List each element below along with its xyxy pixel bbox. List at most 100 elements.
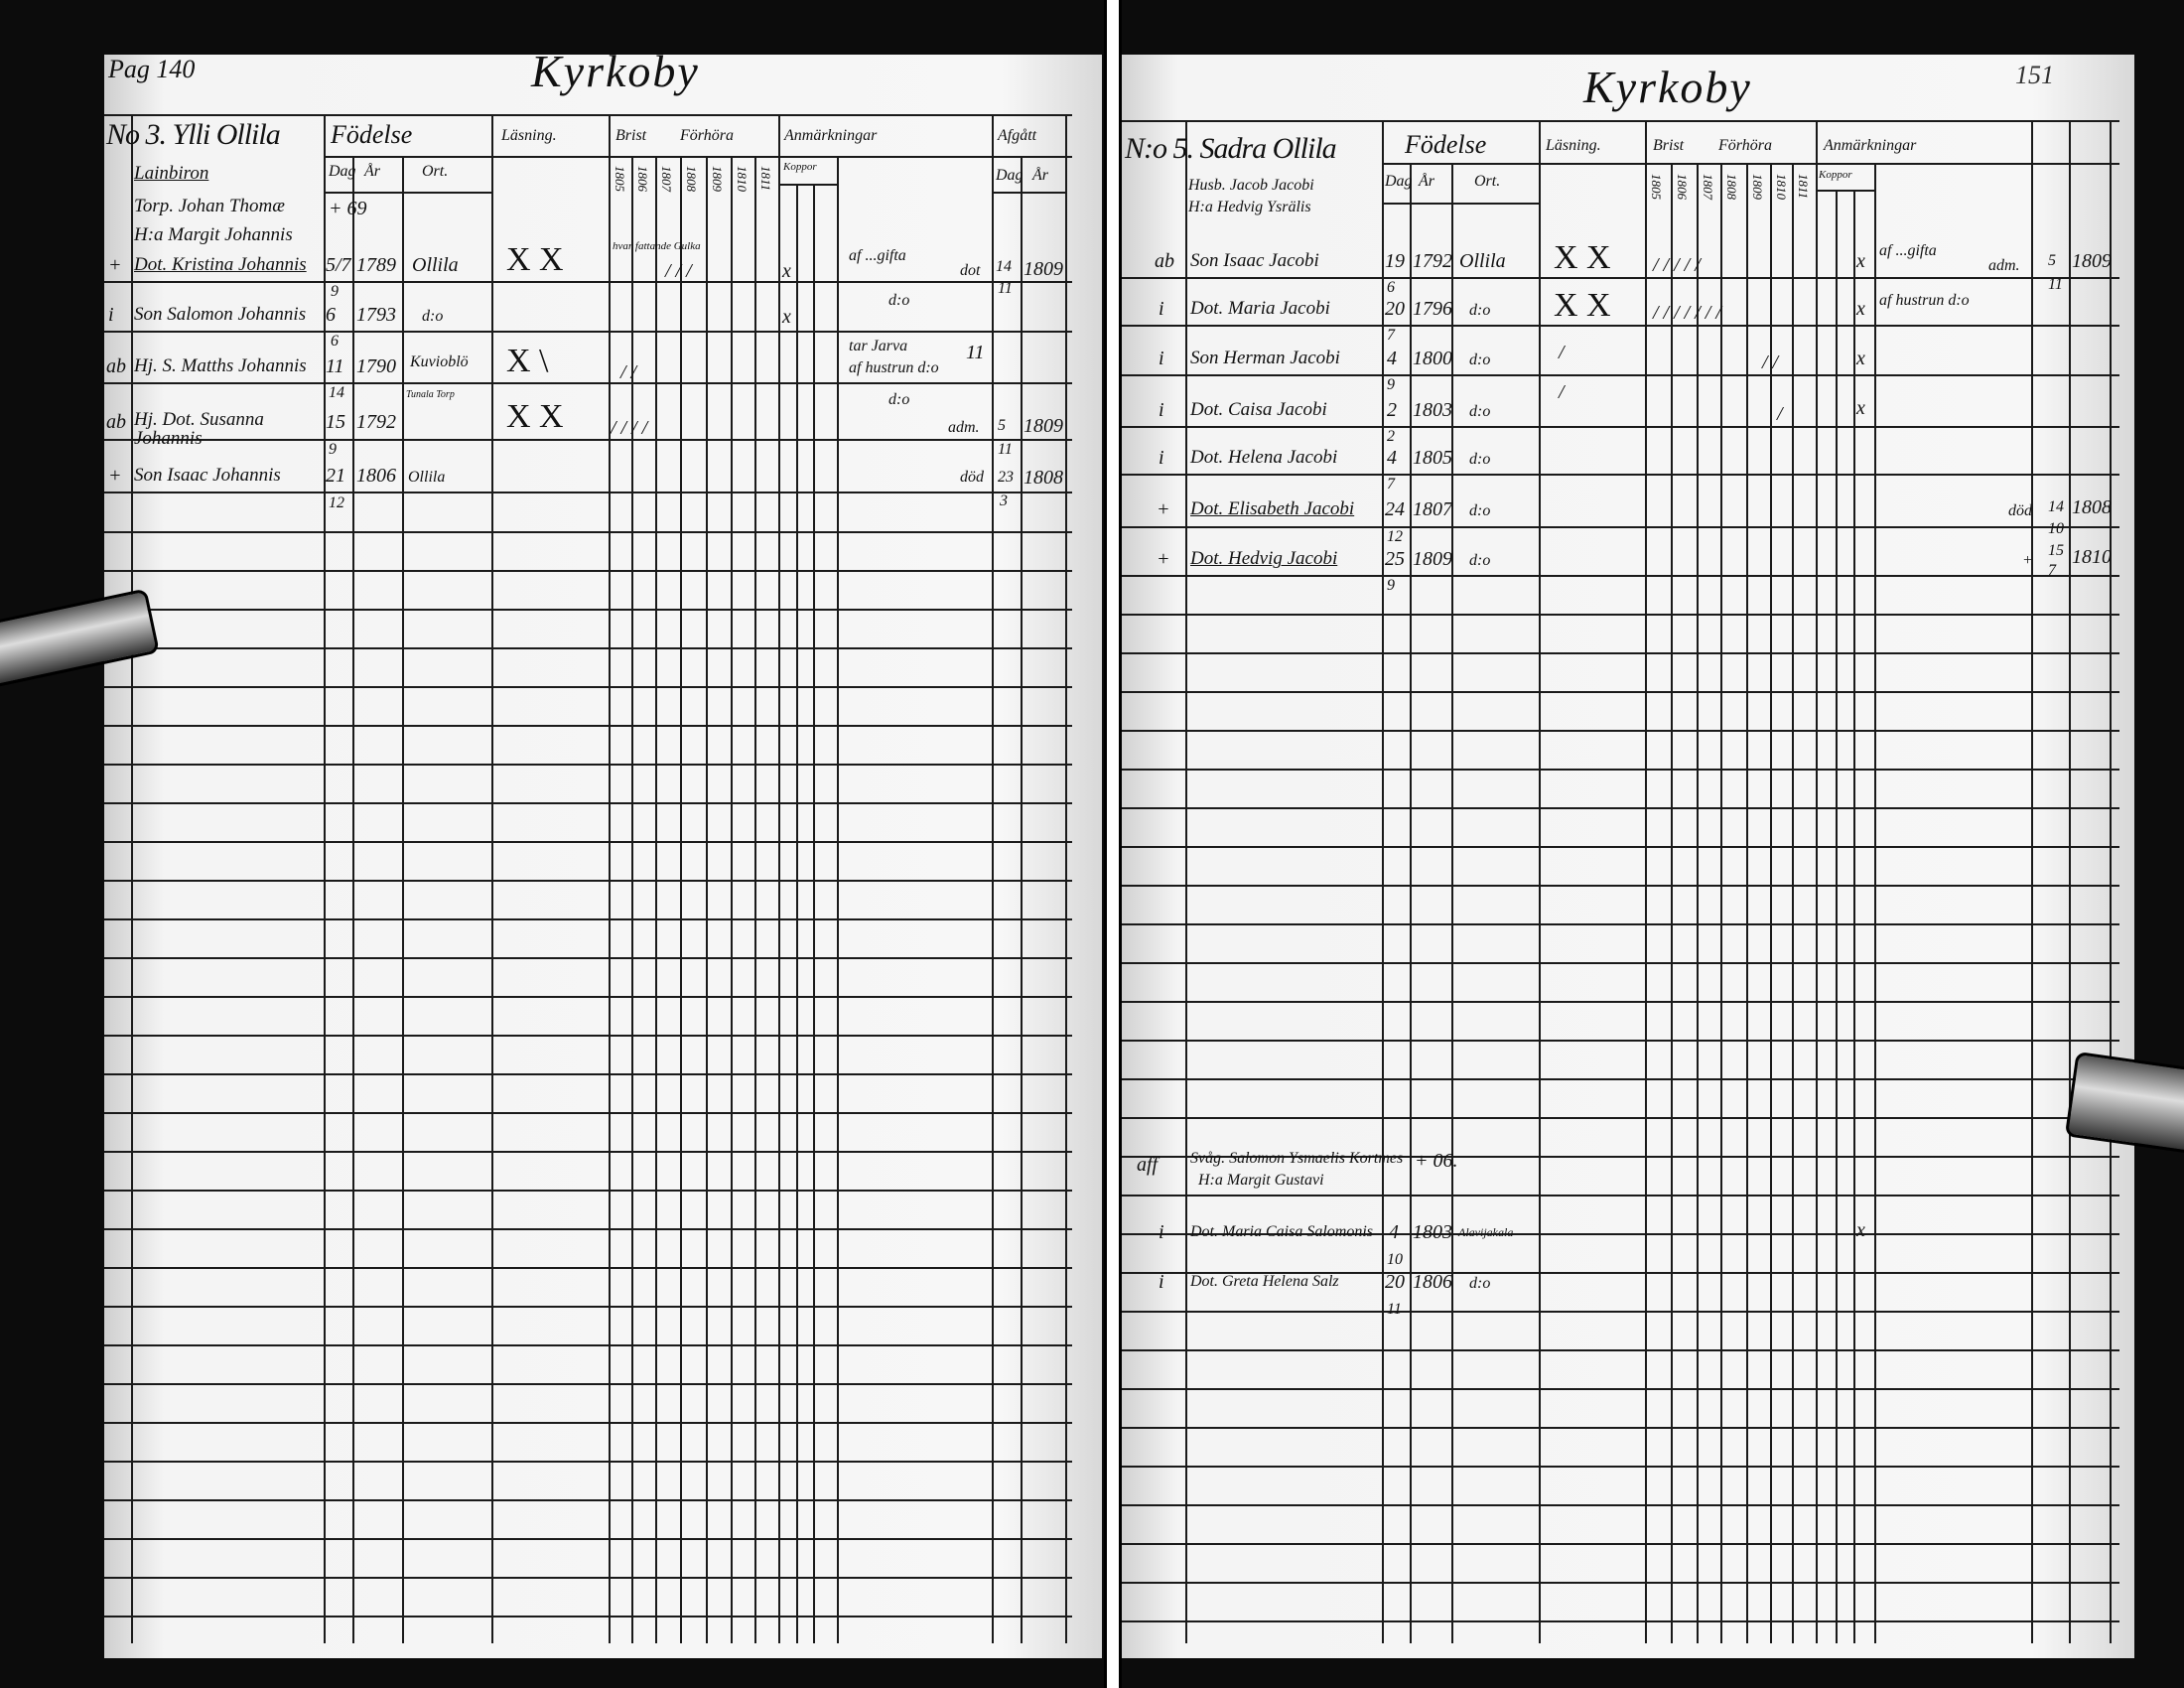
ruled-row-line	[104, 114, 1072, 116]
ruled-column-line	[131, 114, 133, 1643]
ruled-row-line	[1117, 1040, 2119, 1042]
entry-ar: 1806	[1413, 1271, 1452, 1293]
ruled-row-line	[1117, 1427, 2119, 1429]
entry-afg-dag: 5	[2048, 252, 2056, 269]
entry-name: Dot. Hedvig Jacobi	[1190, 548, 1338, 569]
header-fodelse: Födelse	[331, 120, 413, 149]
year-header: 1806	[635, 166, 650, 192]
entry-mark: +	[1157, 548, 1170, 570]
entry-note: d:o	[888, 391, 910, 408]
entry-ar: 1807	[1413, 498, 1452, 520]
entry-ar: 1793	[356, 304, 396, 326]
entry-afg-month: 10	[2048, 520, 2064, 537]
ruled-row-line	[104, 686, 1072, 688]
entry-mark: +	[1157, 498, 1170, 520]
ruled-row-line	[104, 996, 1072, 998]
ruled-column-line	[796, 184, 798, 1643]
household-title: No 3. Ylli Ollila	[106, 118, 281, 151]
ruled-column-line	[655, 156, 657, 1643]
entry-month: 2	[1387, 428, 1395, 445]
entry-mark: i	[1159, 298, 1164, 320]
ruled-column-line	[1792, 163, 1794, 1643]
ruled-row-line	[1117, 1311, 2119, 1313]
header-lasning: Läsning.	[1546, 137, 1601, 154]
entry-name: Dot. Caisa Jacobi	[1190, 399, 1327, 420]
entry-month: 9	[1387, 376, 1395, 393]
entry-name: Dot. Kristina Johannis	[134, 254, 307, 275]
head-of-house-wife: H:a Margit Johannis	[134, 224, 293, 245]
ruled-column-line	[813, 184, 815, 1643]
entry-afg-dag: 14	[2048, 498, 2064, 515]
ruled-row-line	[1117, 1388, 2119, 1390]
book-binding	[1104, 0, 1122, 1688]
entry-kopper: x	[1856, 397, 1865, 419]
entry-dag: 19	[1385, 250, 1405, 272]
ruled-row-line	[104, 1228, 1072, 1230]
header-lasning: Läsning.	[501, 127, 557, 144]
ruled-row-line	[1117, 652, 2119, 654]
ruled-column-line	[1185, 120, 1187, 1643]
ruled-row-line	[1117, 923, 2119, 925]
ruled-column-line	[1021, 156, 1023, 1643]
entry-kopper: x	[1856, 348, 1865, 369]
entry-ort: d:o	[1469, 403, 1491, 420]
ruled-row-line	[1117, 1582, 2119, 1584]
entry-month: 10	[1387, 1251, 1403, 1268]
entry-ar: 1805	[1413, 447, 1452, 469]
entry-name: Son Isaac Johannis	[134, 465, 281, 486]
entry-ort: Ollila	[408, 469, 446, 486]
right-register-page: 151 Kyrkoby N:o 5. Sadra Ollila Husb. Ja…	[1117, 55, 2134, 1658]
year-header: 1805	[613, 166, 627, 192]
ruled-row-line	[104, 1383, 1072, 1385]
entry-marks: /	[1777, 403, 1783, 425]
entry-ar: 1789	[356, 254, 396, 276]
year-header: 1809	[710, 166, 725, 192]
ruled-row-line	[324, 192, 491, 194]
entry-name: Son Isaac Jacobi	[1190, 250, 1319, 271]
entry-mark: ab	[1155, 250, 1174, 272]
entry-afg-text: adm.	[1988, 257, 2020, 274]
entry-lasning: X X	[1554, 287, 1611, 324]
ruled-row-line	[104, 841, 1072, 843]
entry-mark: i	[1159, 399, 1164, 421]
ruled-column-line	[1065, 114, 1067, 1643]
ruled-column-line	[1770, 163, 1772, 1643]
entry-month: 9	[1387, 577, 1395, 594]
entry-dag: 20	[1385, 1271, 1405, 1293]
entry-name: Son Salomon Johannis	[134, 304, 307, 325]
entry-afg-month: 11	[998, 441, 1013, 458]
header-brist: Brist	[1653, 137, 1685, 154]
head-of-house-husband: Torp. Johan Thomæ	[134, 196, 285, 216]
ruled-column-line	[1874, 163, 1876, 1643]
ruled-row-line	[1117, 526, 2119, 528]
ruled-column-line	[1671, 163, 1673, 1643]
entry-afg-ar: 1809	[2072, 250, 2112, 272]
entry-month: 12	[329, 494, 344, 511]
ruled-column-line	[1451, 163, 1453, 1643]
household-subtitle: Lainbiron	[134, 163, 209, 184]
entry-month: 9	[329, 441, 337, 458]
ruled-row-line	[1117, 1272, 2119, 1274]
entry-marks: / / / / / / /	[1653, 302, 1721, 324]
ruled-column-line	[1853, 190, 1855, 1643]
ruled-row-line	[104, 918, 1072, 920]
entry-name: Son Herman Jacobi	[1190, 348, 1340, 368]
entry-brist: hvar fattande Gulka	[613, 240, 701, 252]
ruled-row-line	[104, 1422, 1072, 1424]
year-header: 1808	[684, 166, 699, 192]
left-register-page: Pag 140 Kyrkoby No 3. Ylli Ollila Lainbi…	[104, 55, 1102, 1658]
entry-mark: i	[1159, 1271, 1164, 1293]
entry-ort: Ollila	[1459, 250, 1506, 272]
entry-name: Dot. Elisabeth Jacobi	[1190, 498, 1355, 519]
entry-mark: i	[1159, 447, 1164, 469]
year-header: 1810	[735, 166, 750, 192]
entry-name: Dot. Maria Caisa Salomonis	[1190, 1223, 1374, 1240]
entry-afg-month: 3	[1000, 492, 1008, 509]
ruled-row-line	[104, 1112, 1072, 1114]
entry-lasning: /	[1559, 381, 1565, 403]
entry-ar: 1809	[1413, 548, 1452, 570]
year-header: 1807	[659, 166, 674, 192]
entry-afg-ar: 1809	[1024, 258, 1063, 280]
year-header: 1807	[1701, 174, 1715, 200]
ruled-column-line	[2110, 120, 2112, 1643]
